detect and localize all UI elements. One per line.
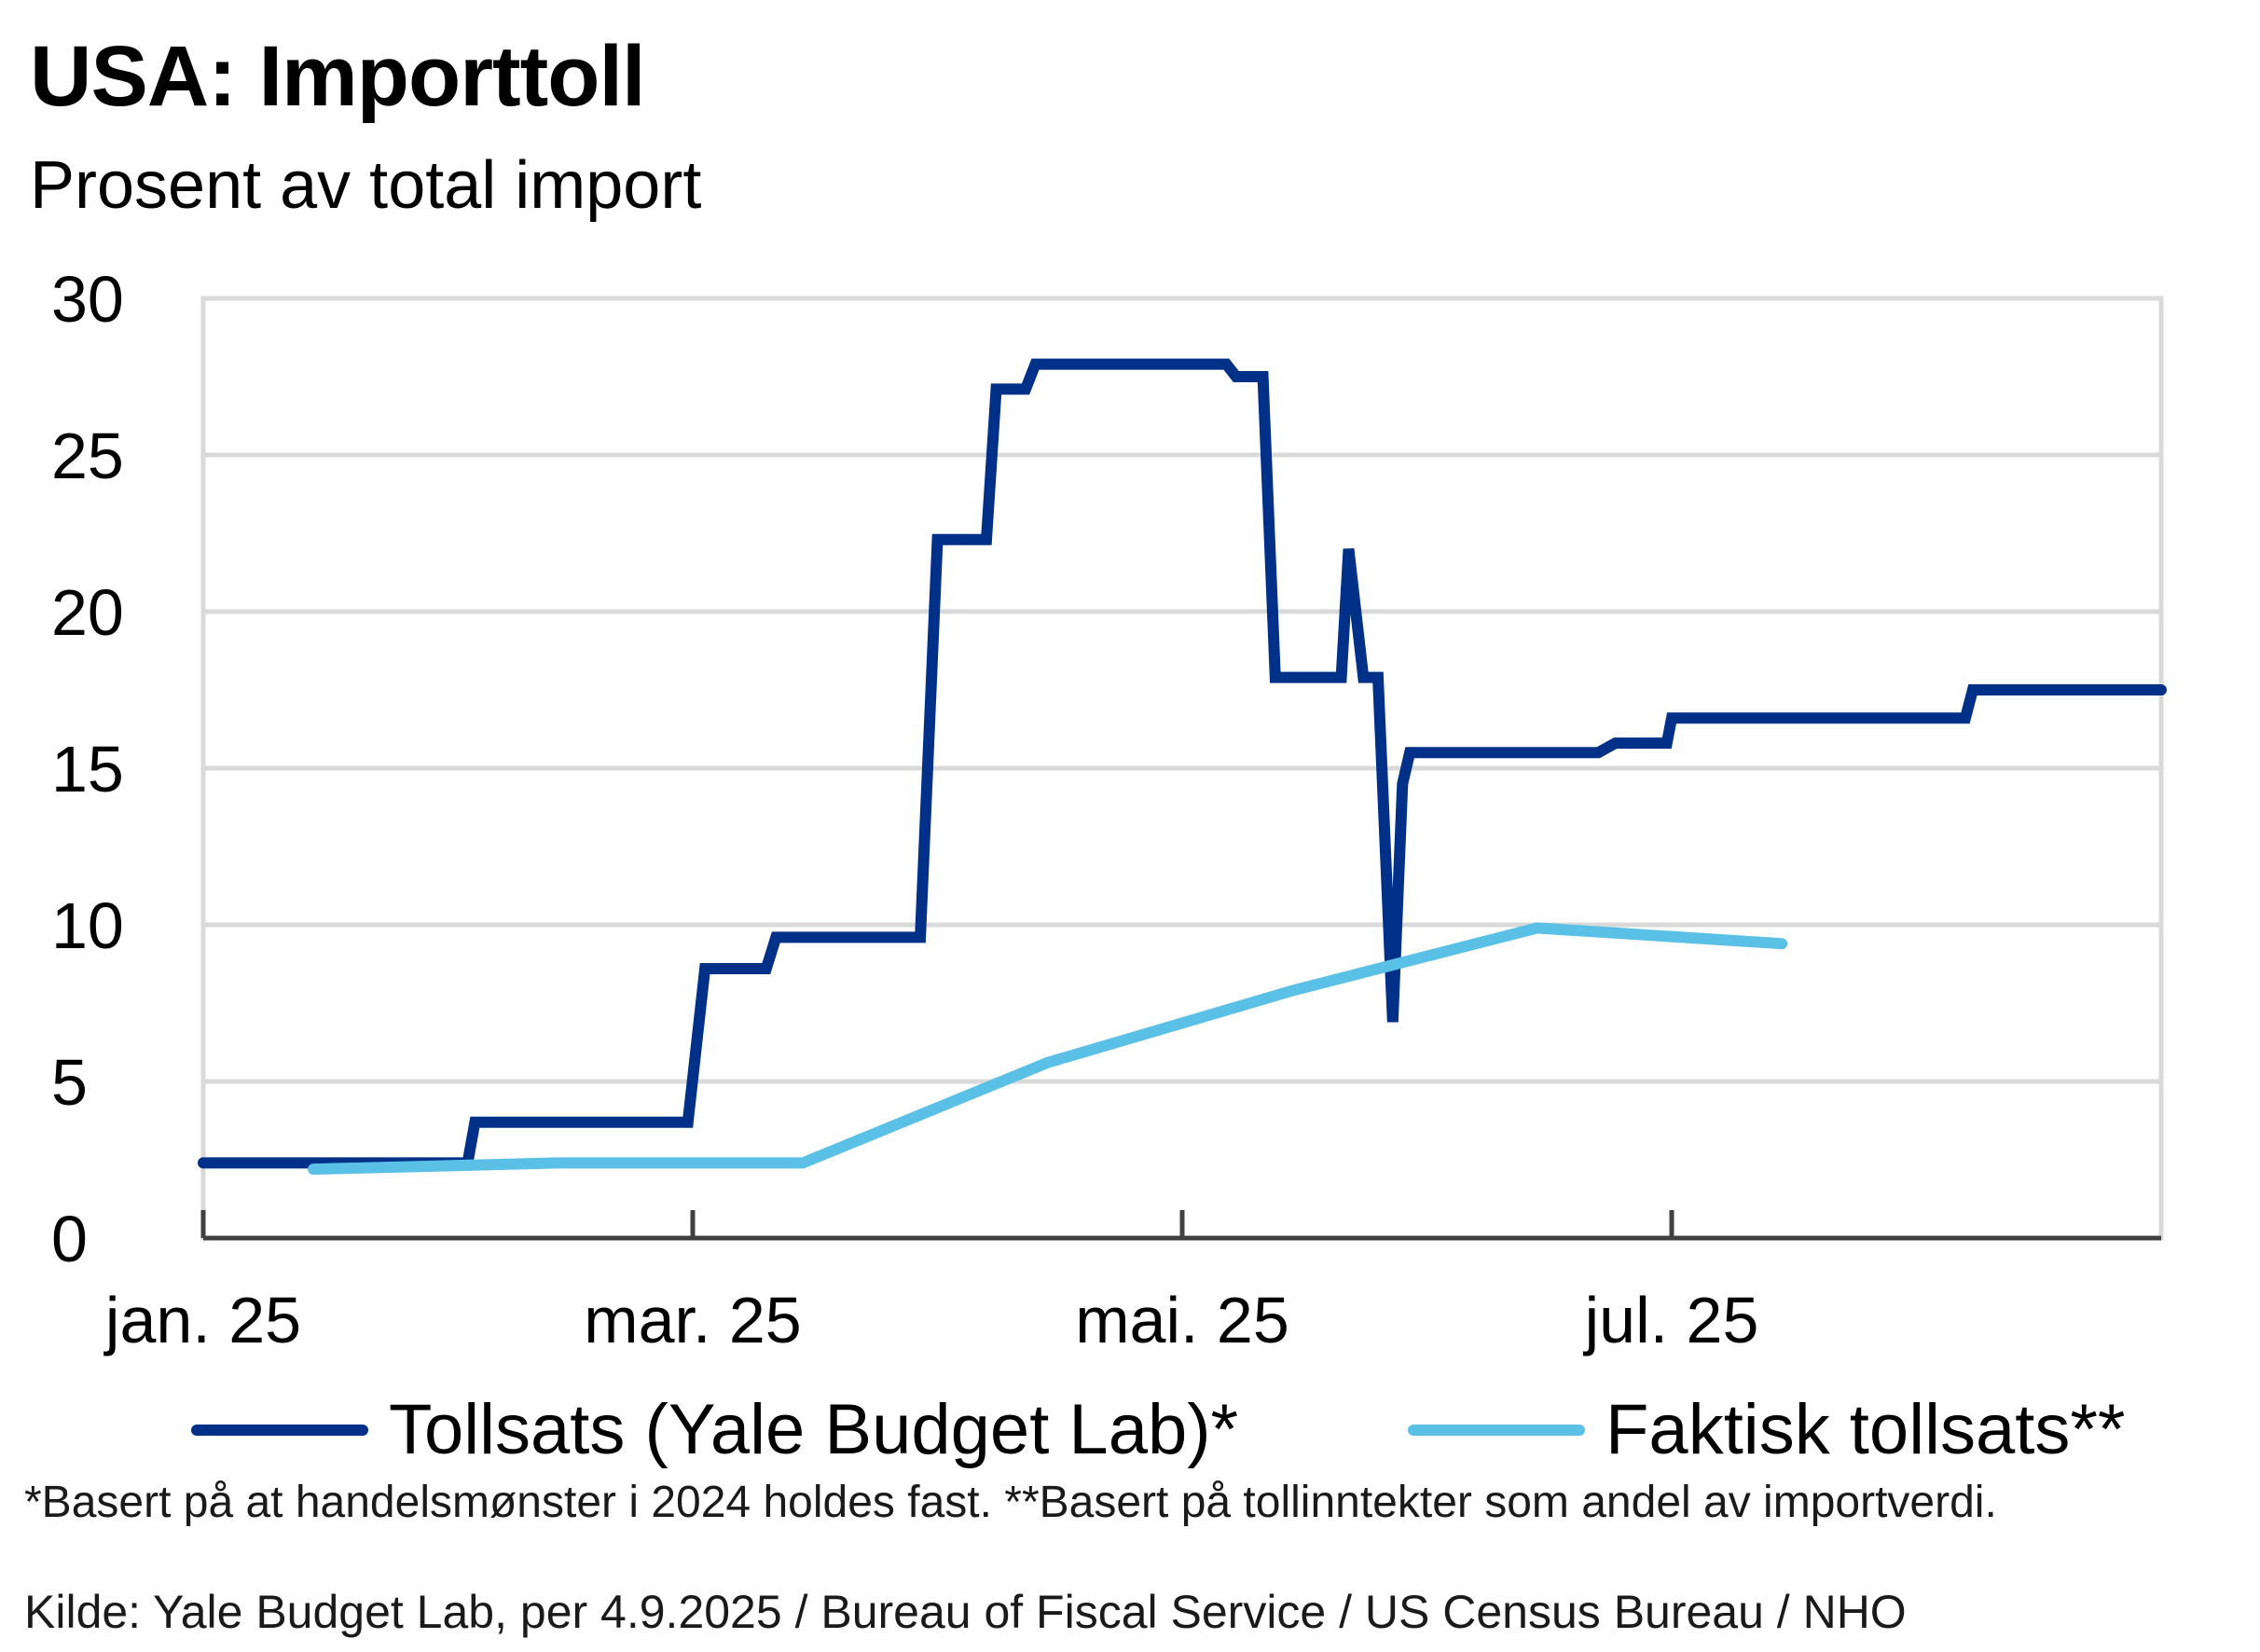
y-tick-label: 25 [51,420,124,492]
y-tick-label: 5 [51,1046,88,1119]
legend: Tollsats (Yale Budget Lab)* Faktisk toll… [0,1389,2260,1473]
series-line-tollsats [198,358,2167,1169]
source-note: Kilde: Yale Budget Lab, per 4.9.2025 / B… [24,1586,1907,1638]
axes [200,1210,2161,1241]
y-tick-label: 10 [51,889,124,962]
y-tick-label: 15 [51,733,124,805]
x-tick-label: mai. 25 [1075,1284,1289,1356]
x-tick-label: jan. 25 [103,1284,301,1356]
series-lines [198,358,2167,1176]
x-tick-label: jul. 25 [1583,1284,1759,1356]
legend-label-faktisk: Faktisk tollsats** [1605,1390,2126,1469]
x-tick-label: mar. 25 [584,1284,801,1356]
y-tick-label: 20 [51,576,124,649]
gridlines [200,296,2164,1241]
footnote: *Basert på at handelsmønster i 2024 hold… [24,1478,1997,1527]
y-tick-label: 30 [51,263,124,336]
chart-subtitle: Prosent av total import [30,148,702,223]
tick-labels: 0 5 10 15 20 25 30 jan. 25 mar. 25 mai. 25 jul. 25 [51,263,1758,1356]
legend-item-tollsats: Tollsats (Yale Budget Lab)* [191,1389,1238,1470]
legend-item-faktisk: Faktisk tollsats** [1408,1389,2126,1470]
chart-title: USA: Importtoll [30,29,646,124]
legend-label-tollsats: Tollsats (Yale Budget Lab)* [389,1390,1239,1469]
legend-swatch-tollsats [191,1424,368,1436]
legend-swatch-faktisk [1408,1424,1585,1436]
series-line-faktisk [308,922,1788,1176]
y-tick-label: 0 [51,1203,88,1275]
